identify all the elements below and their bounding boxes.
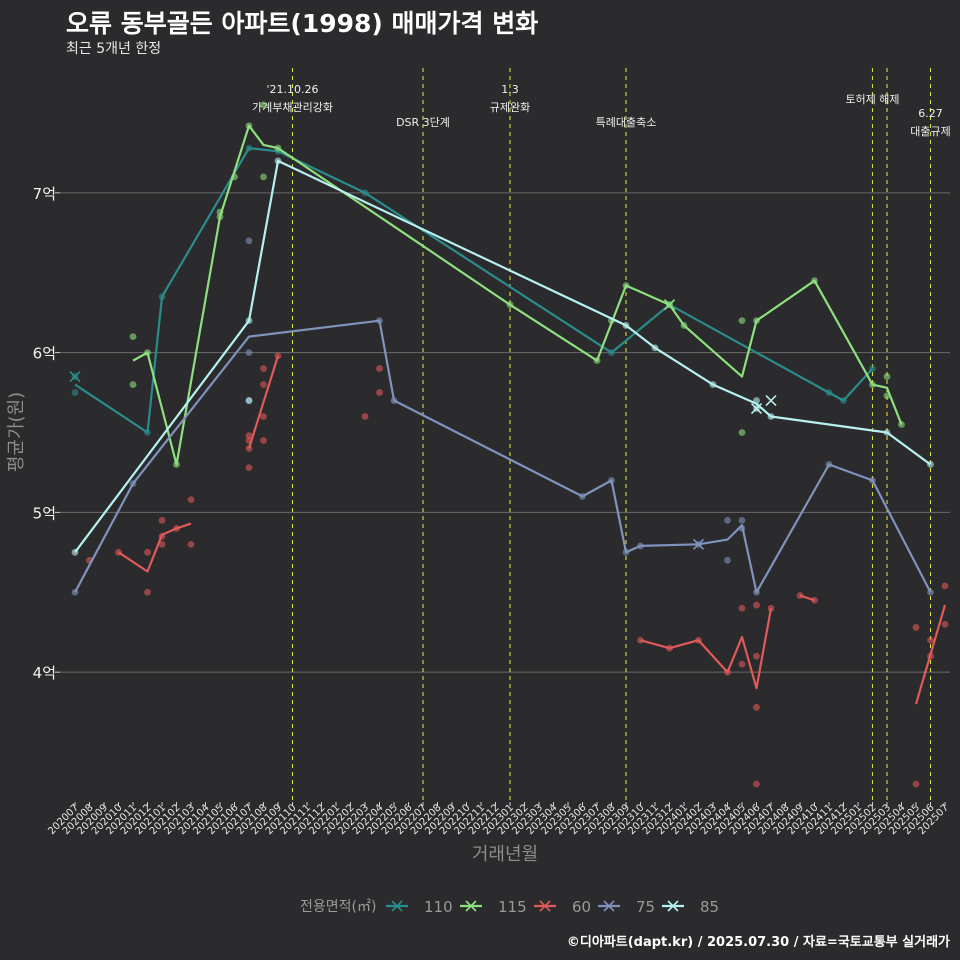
data-point-115	[260, 101, 267, 109]
chart-caption: ©디아파트(dapt.kr) / 2025.07.30 / 자료=국토교통부 실…	[566, 935, 950, 950]
data-point-60	[927, 636, 934, 644]
series-line-60	[247, 355, 280, 449]
data-point-115	[129, 381, 137, 388]
data-point-60	[260, 365, 267, 372]
data-point-60	[912, 624, 920, 631]
data-point-60	[753, 780, 760, 788]
series-line-75	[74, 319, 932, 594]
event-label: 토허제 해제	[845, 92, 899, 106]
data-point-60	[260, 413, 267, 420]
y-tick-label: 5억	[33, 504, 56, 522]
legend-key-cross	[667, 900, 679, 912]
y-tick-label: 7억	[33, 185, 56, 203]
data-point-60	[738, 660, 746, 668]
event-label: 1.3	[501, 83, 519, 96]
data-point-75	[245, 349, 253, 357]
data-point-60	[260, 381, 267, 388]
data-point-60	[187, 540, 195, 548]
legend-label: 85	[700, 898, 719, 916]
legend-title: 전용면적(㎡)	[300, 899, 376, 915]
event-label: DSR 3단계	[396, 116, 450, 129]
data-point-60	[187, 496, 195, 504]
data-point-60	[144, 588, 151, 596]
data-point-75	[245, 237, 253, 245]
data-point-60	[753, 703, 760, 711]
event-label: 대출규제	[910, 125, 950, 138]
data-point-60	[767, 604, 775, 612]
event-label: 가계부채관리강화	[252, 101, 333, 114]
cross-marker-110	[69, 371, 81, 383]
series-line-110	[74, 147, 874, 434]
y-tick-label: 4억	[33, 664, 56, 682]
data-point-60	[158, 540, 166, 548]
data-point-60	[941, 582, 949, 590]
event-label: 규제완화	[490, 101, 530, 114]
chart-title: 오류 동부골든 아파트(1998) 매매가격 변화	[66, 9, 539, 38]
chart-subtitle: 최근 5개년 한정	[66, 41, 162, 57]
series-line-60	[799, 594, 815, 602]
series-line-60	[640, 608, 773, 690]
series-line-60	[914, 604, 947, 705]
cross-marker-85	[765, 394, 777, 407]
data-point-60	[376, 389, 383, 396]
cross-marker-115	[663, 299, 676, 311]
data-point-60	[753, 652, 760, 660]
y-tick-label: 6억	[33, 345, 56, 363]
legend-key-cross	[539, 900, 551, 912]
data-point-60	[738, 604, 746, 612]
y-axis-title: 평균가(원)	[6, 392, 27, 472]
x-axis-title: 거래년월	[472, 844, 538, 865]
data-point-60	[376, 365, 383, 372]
data-point-115	[129, 333, 137, 341]
data-point-60	[260, 437, 267, 444]
data-point-85	[245, 397, 253, 404]
data-point-75	[738, 516, 746, 524]
data-point-75	[724, 556, 731, 564]
legend-key-cross	[465, 900, 477, 912]
legend-label: 60	[572, 898, 591, 916]
event-label: 특례대출축소	[596, 116, 657, 129]
data-point-115	[738, 317, 746, 325]
data-point-60	[941, 620, 949, 628]
data-point-60	[912, 780, 920, 788]
legend-label: 75	[636, 898, 655, 916]
cross-marker-75	[692, 538, 705, 550]
series-line-115	[132, 124, 903, 466]
legend-key-cross	[391, 900, 403, 912]
data-point-115	[738, 429, 746, 436]
data-point-60	[361, 413, 369, 420]
legend-key-cross	[603, 900, 615, 912]
data-point-110	[71, 389, 79, 396]
data-point-115	[260, 173, 267, 181]
event-label: '21.10.26	[266, 83, 318, 96]
data-point-60	[245, 432, 253, 440]
data-point-60	[245, 464, 253, 472]
series-line-85	[74, 159, 932, 553]
event-label: 6.27	[918, 107, 943, 120]
data-point-60	[158, 516, 166, 524]
series-line-60	[117, 522, 192, 573]
cross-marker-85	[750, 402, 763, 415]
legend-label: 115	[498, 898, 527, 916]
legend-label: 110	[424, 898, 453, 916]
data-point-60	[753, 601, 760, 609]
data-point-75	[724, 516, 731, 524]
data-point-115	[883, 373, 891, 380]
data-point-60	[144, 548, 151, 556]
